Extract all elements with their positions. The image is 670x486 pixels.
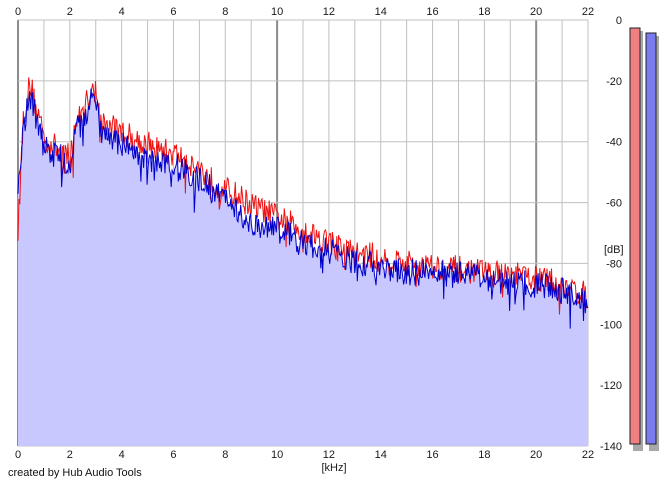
y-tick-label: -120 bbox=[600, 380, 622, 392]
y-axis-label: [dB] bbox=[604, 244, 624, 256]
level-meters bbox=[629, 27, 659, 451]
x-tick-label-bottom: 8 bbox=[222, 449, 228, 461]
y-tick-label: -80 bbox=[606, 258, 622, 270]
y-tick-label: -40 bbox=[606, 137, 622, 149]
x-tick-label-top: 2 bbox=[67, 6, 73, 18]
x-axis-label: [kHz] bbox=[321, 462, 346, 474]
series-layer bbox=[17, 77, 589, 329]
x-tick-label-top: 20 bbox=[530, 6, 542, 18]
x-tick-label-bottom: 0 bbox=[15, 449, 21, 461]
y-tick-label: 0 bbox=[616, 15, 622, 27]
y-tick-label: -140 bbox=[600, 441, 622, 453]
credit-text: created by Hub Audio Tools bbox=[8, 467, 142, 479]
x-tick-label-top: 6 bbox=[170, 6, 176, 18]
y-tick-label: -60 bbox=[606, 198, 622, 210]
x-tick-label-top: 12 bbox=[323, 6, 335, 18]
x-tick-label-bottom: 4 bbox=[119, 449, 125, 461]
x-tick-label-top: 14 bbox=[375, 6, 387, 18]
series-line-1 bbox=[17, 88, 588, 329]
y-tick-label: -100 bbox=[600, 319, 622, 331]
y-tick-label: -20 bbox=[606, 76, 622, 88]
x-tick-label-top: 16 bbox=[426, 6, 438, 18]
x-tick-label-top: 22 bbox=[582, 6, 594, 18]
x-tick-label-bottom: 14 bbox=[375, 449, 387, 461]
x-tick-label-top: 4 bbox=[119, 6, 125, 18]
x-tick-label-bottom: 12 bbox=[323, 449, 335, 461]
x-tick-label-top: 0 bbox=[15, 6, 21, 18]
x-tick-label-bottom: 10 bbox=[271, 449, 283, 461]
x-tick-label-bottom: 16 bbox=[426, 449, 438, 461]
x-tick-label-top: 10 bbox=[271, 6, 283, 18]
x-tick-label-top: 8 bbox=[222, 6, 228, 18]
spectrum-fill-area bbox=[18, 88, 588, 446]
y-axis-ticks: 0 -20 -40 -60 -80 -100 -120 -140 bbox=[600, 15, 622, 453]
level-meter-bar bbox=[629, 27, 641, 445]
x-tick-label-bottom: 18 bbox=[478, 449, 490, 461]
x-tick-label-top: 18 bbox=[478, 6, 490, 18]
x-tick-label-bottom: 20 bbox=[530, 449, 542, 461]
x-tick-label-bottom: 6 bbox=[170, 449, 176, 461]
level-meter-bar bbox=[645, 32, 657, 445]
x-tick-label-bottom: 2 bbox=[67, 449, 73, 461]
x-tick-label-bottom: 22 bbox=[582, 449, 594, 461]
